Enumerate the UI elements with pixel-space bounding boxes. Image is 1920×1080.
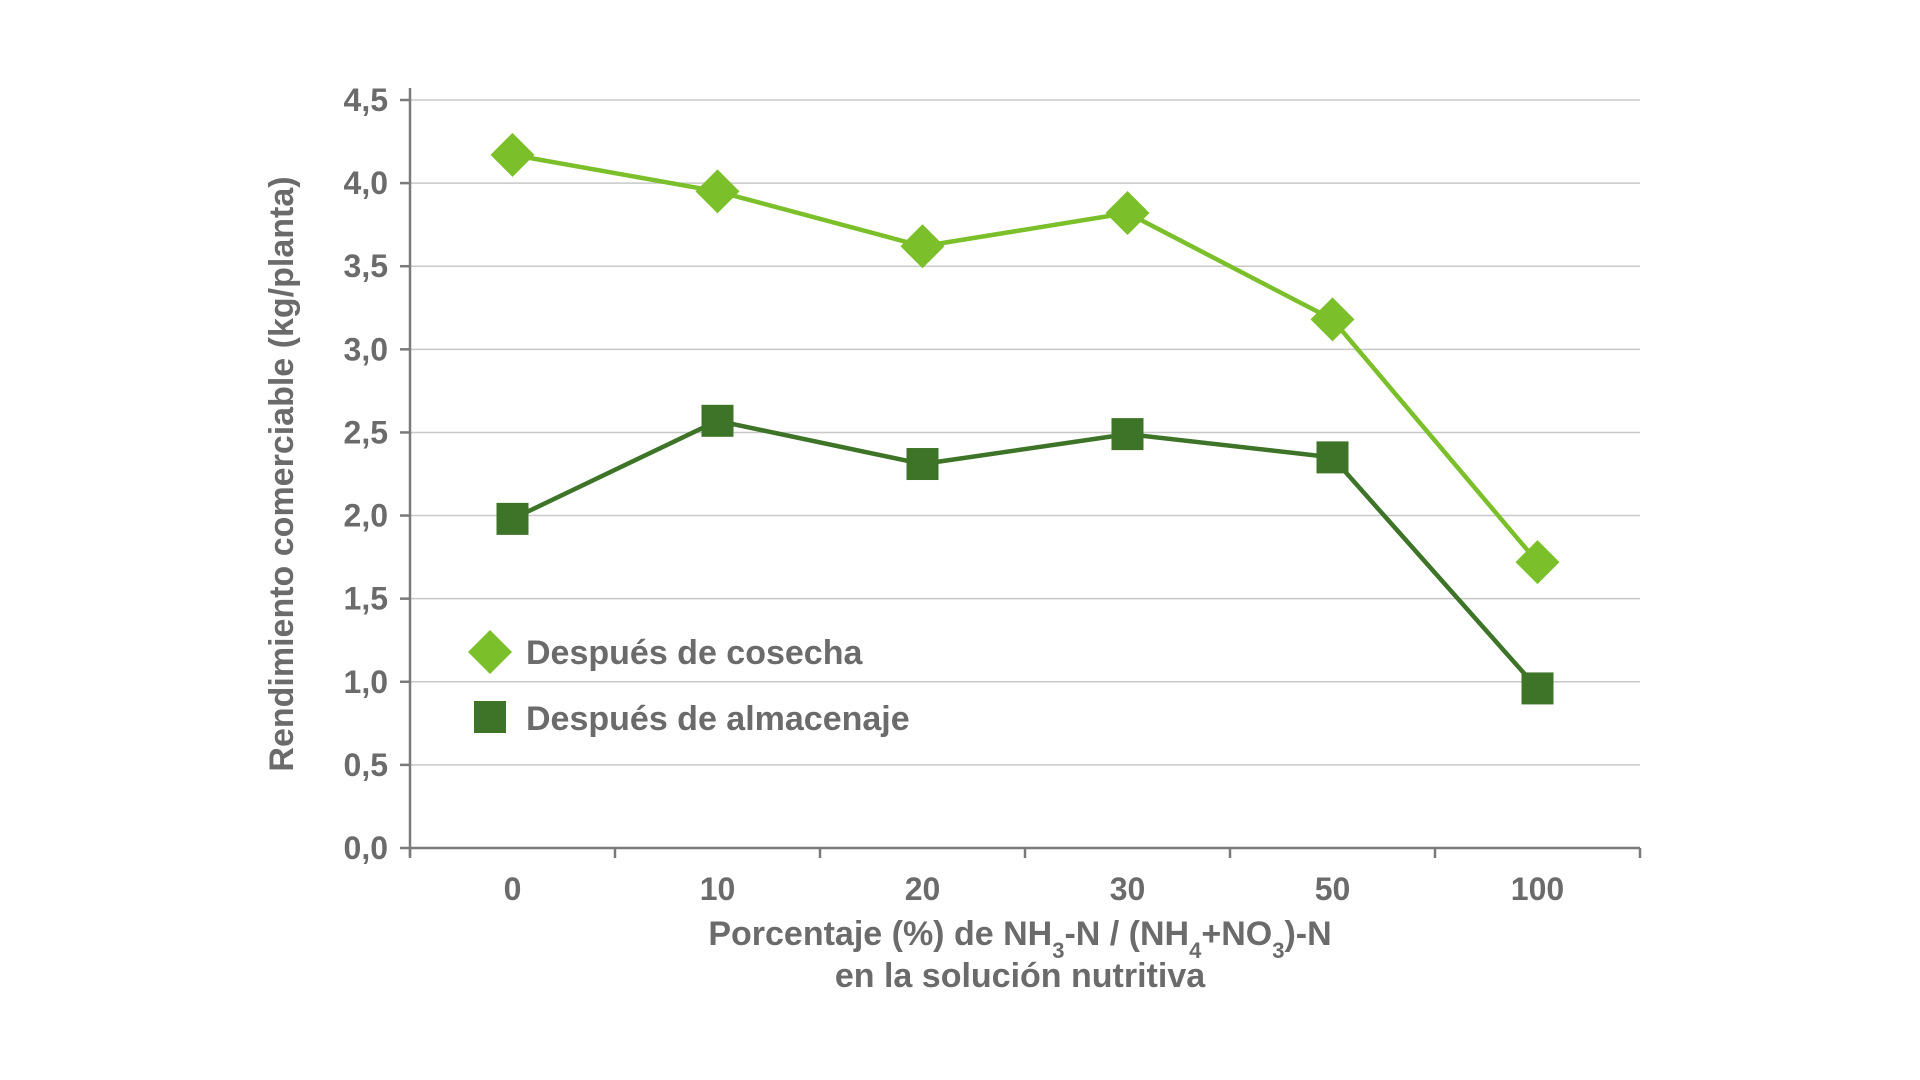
legend-item-cosecha: Después de cosecha (468, 630, 863, 674)
y-axis-title: Rendimiento comerciable (kg/planta) (263, 176, 301, 771)
y-tick-label: 2,5 (344, 414, 388, 450)
x-axis-title: Porcentaje (%) de NH3-N / (NH4+NO3)-N (708, 915, 1331, 963)
y-tick-labels: 0,0 0,5 1,0 1,5 2,0 2,5 3,0 3,5 4,0 4,5 (344, 82, 388, 866)
y-tick-label: 4,5 (344, 82, 388, 118)
axes (400, 88, 1642, 858)
data-point-square (906, 448, 939, 481)
data-point-square (1111, 418, 1144, 451)
x-tick-label: 10 (700, 871, 736, 907)
y-tick-label: 1,5 (344, 581, 388, 617)
legend-item-almacenaje: Después de almacenaje (474, 700, 910, 738)
x-tick-label: 100 (1511, 871, 1564, 907)
data-point-diamond (1515, 540, 1560, 585)
data-point-square (1316, 441, 1349, 474)
series-line-1 (512, 152, 1540, 564)
legend-square-marker (474, 701, 506, 733)
data-point-diamond (900, 224, 945, 269)
data-point-diamond (490, 132, 535, 177)
x-tick-labels: 0 10 20 30 50 100 (504, 871, 1565, 907)
data-point-diamond (1310, 297, 1355, 342)
data-series (490, 132, 1560, 705)
data-point-square (1521, 672, 1554, 705)
x-axis-title-line2: en la solución nutritiva (835, 957, 1206, 995)
legend-diamond-marker (468, 630, 512, 674)
grid-lines (410, 99, 1640, 766)
x-tick-label: 50 (1315, 871, 1351, 907)
data-point-square (701, 404, 734, 437)
series-line-2 (511, 418, 1540, 690)
y-tick-label: 0,5 (344, 747, 388, 783)
legend-label-almacenaje: Después de almacenaje (526, 700, 910, 738)
legend: Después de cosecha Después de almacenaje (468, 630, 910, 738)
y-tick-label: 3,5 (344, 248, 388, 284)
data-point-diamond (695, 169, 740, 214)
x-tick-label: 20 (905, 871, 941, 907)
x-tick-label: 0 (504, 871, 522, 907)
y-tick-label: 2,0 (344, 498, 388, 534)
data-point-diamond (1105, 191, 1150, 236)
legend-label-cosecha: Después de cosecha (526, 634, 863, 672)
y-tick-label: 4,0 (344, 165, 388, 201)
y-tick-label: 0,0 (344, 830, 388, 866)
x-tick-label: 30 (1110, 871, 1146, 907)
y-tick-label: 1,0 (344, 664, 388, 700)
data-point-square (496, 502, 529, 535)
y-tick-label: 3,0 (344, 331, 388, 367)
